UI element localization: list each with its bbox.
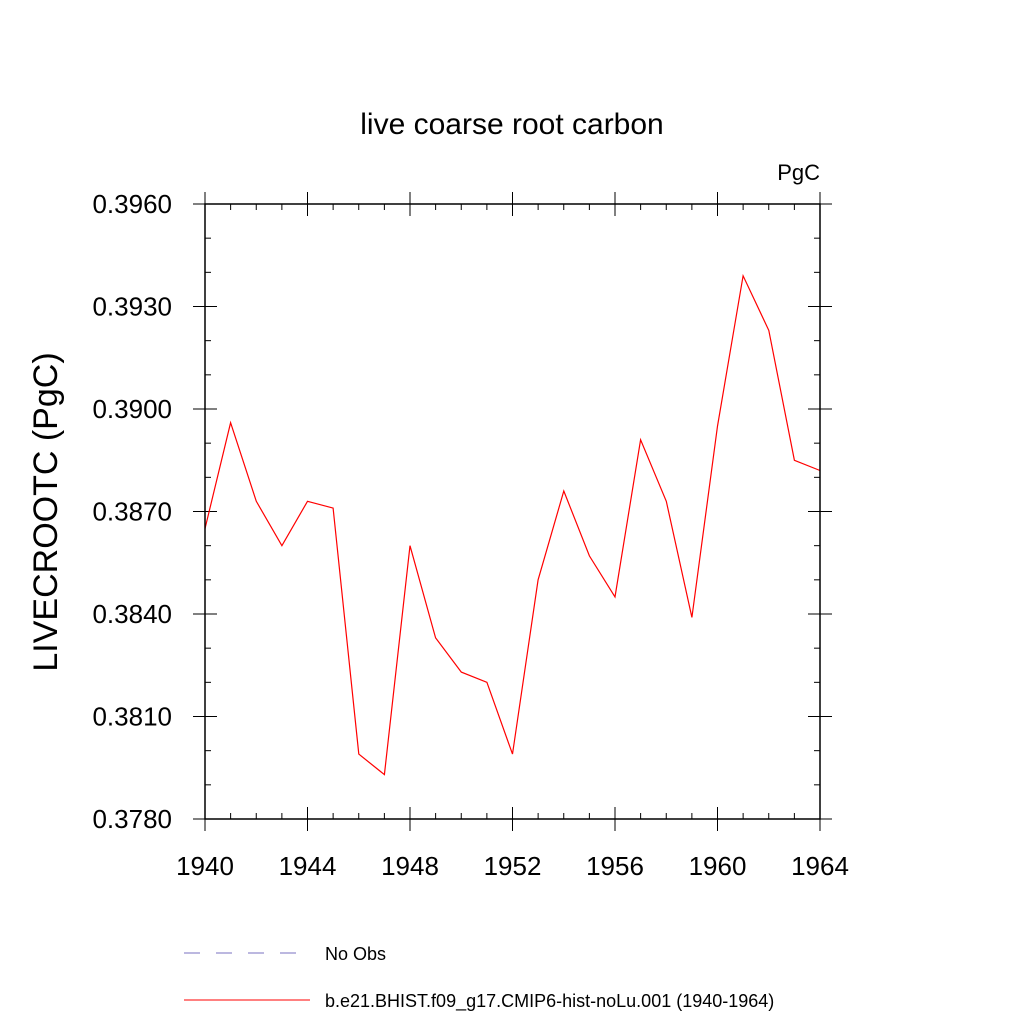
x-tick-label: 1940 bbox=[176, 851, 234, 881]
x-tick-label: 1960 bbox=[689, 851, 747, 881]
x-tick-label: 1956 bbox=[586, 851, 644, 881]
y-tick-label: 0.3840 bbox=[92, 599, 172, 629]
y-tick-label: 0.3780 bbox=[92, 804, 172, 834]
y-axis-ticks: 0.3780 0.3810 0.3840 0.3870 0.3900 0.3930 0.39… bbox=[92, 189, 832, 834]
y-axis-label: LIVECROOTC (PgC) bbox=[27, 352, 65, 671]
legend: No Obs b.e21.BHIST.f09_g17.CMIP6-hist-noL… bbox=[184, 944, 774, 1012]
y-tick-label: 0.3930 bbox=[92, 292, 172, 322]
y-tick-label: 0.3900 bbox=[92, 394, 172, 424]
series-layer bbox=[204, 273, 821, 776]
y-tick-label: 0.3960 bbox=[92, 189, 172, 219]
y-tick-label: 0.3870 bbox=[92, 497, 172, 527]
chart-title: live coarse root carbon bbox=[360, 108, 664, 141]
plot-frame bbox=[204, 203, 821, 820]
units-label: PgC bbox=[777, 160, 820, 185]
legend-label: No Obs bbox=[325, 944, 386, 964]
x-axis-ticks: 1940 1944 1948 1952 1956 1960 1964 bbox=[176, 192, 849, 881]
x-tick-label: 1964 bbox=[791, 851, 849, 881]
minor-ticks bbox=[205, 204, 820, 819]
x-tick-label: 1952 bbox=[484, 851, 542, 881]
x-tick-label: 1948 bbox=[381, 851, 439, 881]
y-tick-label: 0.3810 bbox=[92, 702, 172, 732]
legend-label: b.e21.BHIST.f09_g17.CMIP6-hist-noLu.001 … bbox=[325, 991, 774, 1012]
x-tick-label: 1944 bbox=[279, 851, 337, 881]
series-line bbox=[204, 273, 821, 776]
